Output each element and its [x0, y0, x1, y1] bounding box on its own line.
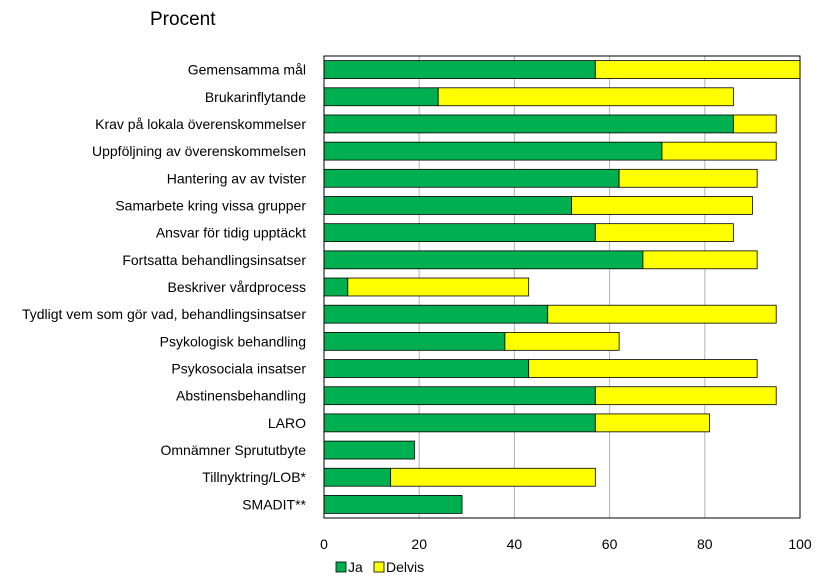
- legend-swatch-ja: [335, 561, 347, 573]
- category-label: Fortsatta behandlingsinsatser: [122, 252, 306, 268]
- category-label: Omnämner Sprututbyte: [160, 442, 306, 458]
- bar-delvis: [437, 87, 734, 107]
- bar-delvis: [547, 304, 777, 324]
- bar-ja: [323, 413, 596, 433]
- category-label: Tydligt vem som gör vad, behandlingsinsa…: [22, 306, 306, 322]
- legend: Ja Delvis: [335, 559, 424, 575]
- x-tick-label: 40: [507, 536, 523, 552]
- bar-delvis: [642, 250, 758, 270]
- bar-delvis: [594, 386, 777, 406]
- bar-ja: [323, 495, 463, 514]
- category-label: Ansvar för tidig upptäckt: [156, 225, 306, 241]
- x-tick-label: 0: [320, 536, 328, 552]
- category-label: Abstinensbehandling: [176, 388, 306, 404]
- category-label: SMADIT**: [242, 496, 306, 512]
- legend-label-delvis: Delvis: [386, 559, 424, 575]
- bar-delvis: [571, 196, 753, 215]
- bar-ja: [323, 440, 415, 460]
- category-label: Brukarinflytande: [205, 89, 306, 105]
- bar-ja: [323, 386, 596, 406]
- category-label: Hantering av av tvister: [167, 170, 307, 186]
- bar-ja: [323, 196, 572, 215]
- bars: [323, 60, 801, 514]
- category-labels: Gemensamma mål Brukarinflytande Krav på lo…: [22, 62, 307, 513]
- category-label: Gemensamma mål: [188, 62, 306, 78]
- bar-ja: [323, 60, 596, 79]
- bar-delvis: [594, 223, 734, 243]
- bar-ja: [323, 359, 530, 378]
- category-label: Psykosociala insatser: [171, 361, 306, 377]
- bar-delvis: [594, 413, 710, 433]
- bar-delvis: [390, 467, 596, 487]
- category-label: Uppföljning av överenskommelsen: [92, 143, 306, 159]
- bar-delvis: [528, 359, 758, 378]
- bar-ja: [323, 467, 392, 487]
- legend-swatch-delvis: [373, 561, 385, 573]
- category-label: Samarbete kring vissa grupper: [115, 197, 306, 213]
- x-tick-label: 60: [602, 536, 618, 552]
- bar-ja: [323, 223, 596, 243]
- bar-ja: [323, 168, 620, 188]
- category-label: Psykologisk behandling: [160, 333, 306, 349]
- legend-label-ja: Ja: [348, 559, 363, 575]
- plot-frame: [323, 55, 801, 519]
- x-tick-label: 80: [697, 536, 713, 552]
- bar-delvis: [347, 277, 530, 297]
- x-tick-label: 100: [788, 536, 812, 552]
- category-label: Beskriver vårdprocess: [168, 279, 307, 295]
- bar-ja: [323, 141, 663, 161]
- category-label: Krav på lokala överenskommelser: [95, 116, 306, 132]
- bar-delvis: [732, 114, 777, 134]
- bar-delvis: [504, 331, 620, 351]
- bar-ja: [323, 87, 439, 107]
- bar-ja: [323, 304, 549, 324]
- category-label: LARO: [268, 415, 306, 431]
- bar-delvis: [661, 141, 777, 161]
- x-tick-labels: 0 20 40 60 80 100: [320, 536, 812, 552]
- chart-title: Procent: [150, 9, 216, 30]
- bar-ja: [323, 331, 506, 351]
- bar-delvis: [618, 168, 758, 188]
- bar-ja: [323, 277, 349, 297]
- bar-ja: [323, 250, 644, 270]
- bar-delvis: [594, 60, 801, 79]
- category-label: Tillnyktring/LOB*: [202, 469, 306, 485]
- bar-ja: [323, 114, 734, 134]
- x-tick-label: 20: [411, 536, 427, 552]
